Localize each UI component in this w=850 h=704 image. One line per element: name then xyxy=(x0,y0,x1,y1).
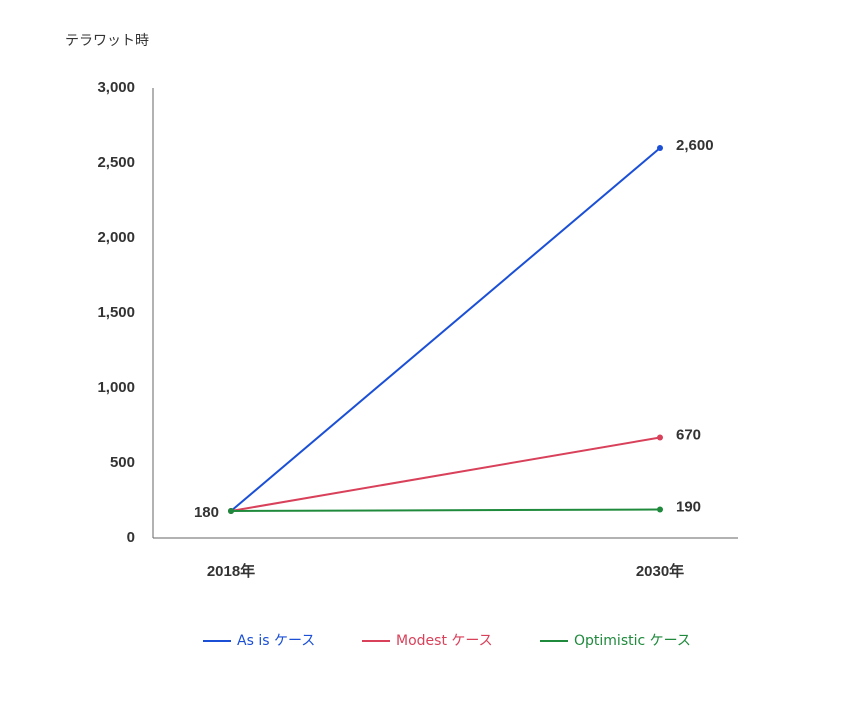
legend-label: Optimistic ケース xyxy=(574,633,691,649)
data-label: 670 xyxy=(676,426,701,443)
data-label: 190 xyxy=(676,498,701,515)
data-point xyxy=(657,434,663,441)
data-label: 180 xyxy=(194,504,219,521)
series-line xyxy=(230,147,661,512)
y-axis-label: テラワット時 xyxy=(65,33,149,49)
data-point xyxy=(657,506,663,513)
y-tick-label: 3,000 xyxy=(97,79,135,96)
legend-label: As is ケース xyxy=(237,633,315,649)
y-tick-label: 0 xyxy=(127,529,135,546)
data-point xyxy=(657,145,663,151)
y-tick-label: 2,000 xyxy=(97,229,135,246)
y-tick-label: 1,000 xyxy=(97,379,135,396)
series-line xyxy=(230,436,661,512)
data-label: 2,600 xyxy=(676,137,714,154)
legend-label: Modest ケース xyxy=(396,633,493,649)
data-point xyxy=(228,508,234,514)
y-tick-label: 500 xyxy=(110,454,135,471)
x-tick-label: 2018年 xyxy=(207,562,255,580)
y-tick-label: 2,500 xyxy=(97,154,135,171)
y-tick-label: 1,500 xyxy=(97,304,135,321)
x-tick-label: 2030年 xyxy=(636,562,684,580)
series-line xyxy=(230,508,661,512)
